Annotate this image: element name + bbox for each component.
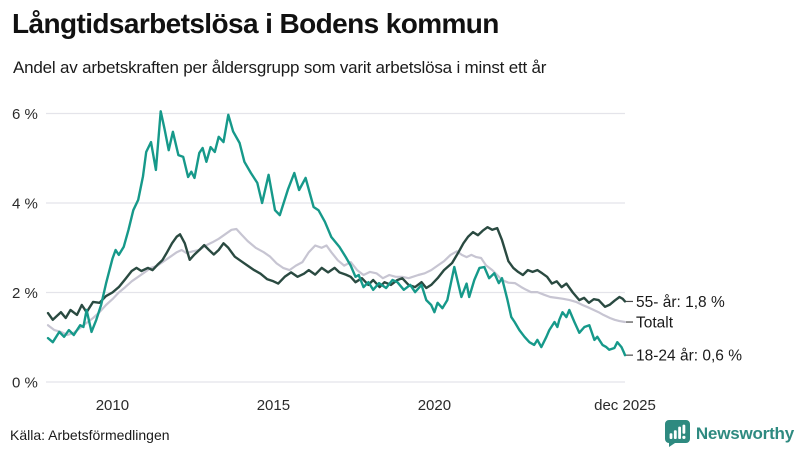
page-title: Långtidsarbetslösa i Bodens kommun	[12, 8, 499, 39]
x-axis-tick-label: dec 2025	[594, 397, 656, 414]
chart-subtitle: Andel av arbetskraften per åldersgrupp s…	[13, 58, 547, 77]
series-end-label-totalt: Totalt	[636, 315, 674, 332]
newsworthy-bubble-chart-icon	[664, 420, 690, 447]
series-end-label-55-ar: 55- år: 1,8 %	[636, 294, 725, 311]
y-axis-tick-label: 0 %	[12, 375, 38, 392]
y-axis-tick-label: 6 %	[12, 106, 38, 123]
x-axis-tick-label: 2020	[418, 397, 451, 414]
x-axis-tick-label: 2015	[257, 397, 290, 414]
series-end-label-18-24-ar: 18-24 år: 0,6 %	[636, 348, 742, 365]
x-axis-tick-label: 2010	[96, 397, 129, 414]
newsworthy-logo: Newsworthy	[664, 420, 794, 447]
series-line-55-ar	[46, 226, 627, 321]
y-axis-tick-label: 2 %	[12, 285, 38, 302]
series-line-18-24-ar	[46, 110, 627, 357]
y-axis-tick-label: 4 %	[12, 196, 38, 213]
newsworthy-logo-text: Newsworthy	[695, 423, 794, 443]
source-attribution: Källa: Arbetsförmedlingen	[10, 427, 170, 443]
